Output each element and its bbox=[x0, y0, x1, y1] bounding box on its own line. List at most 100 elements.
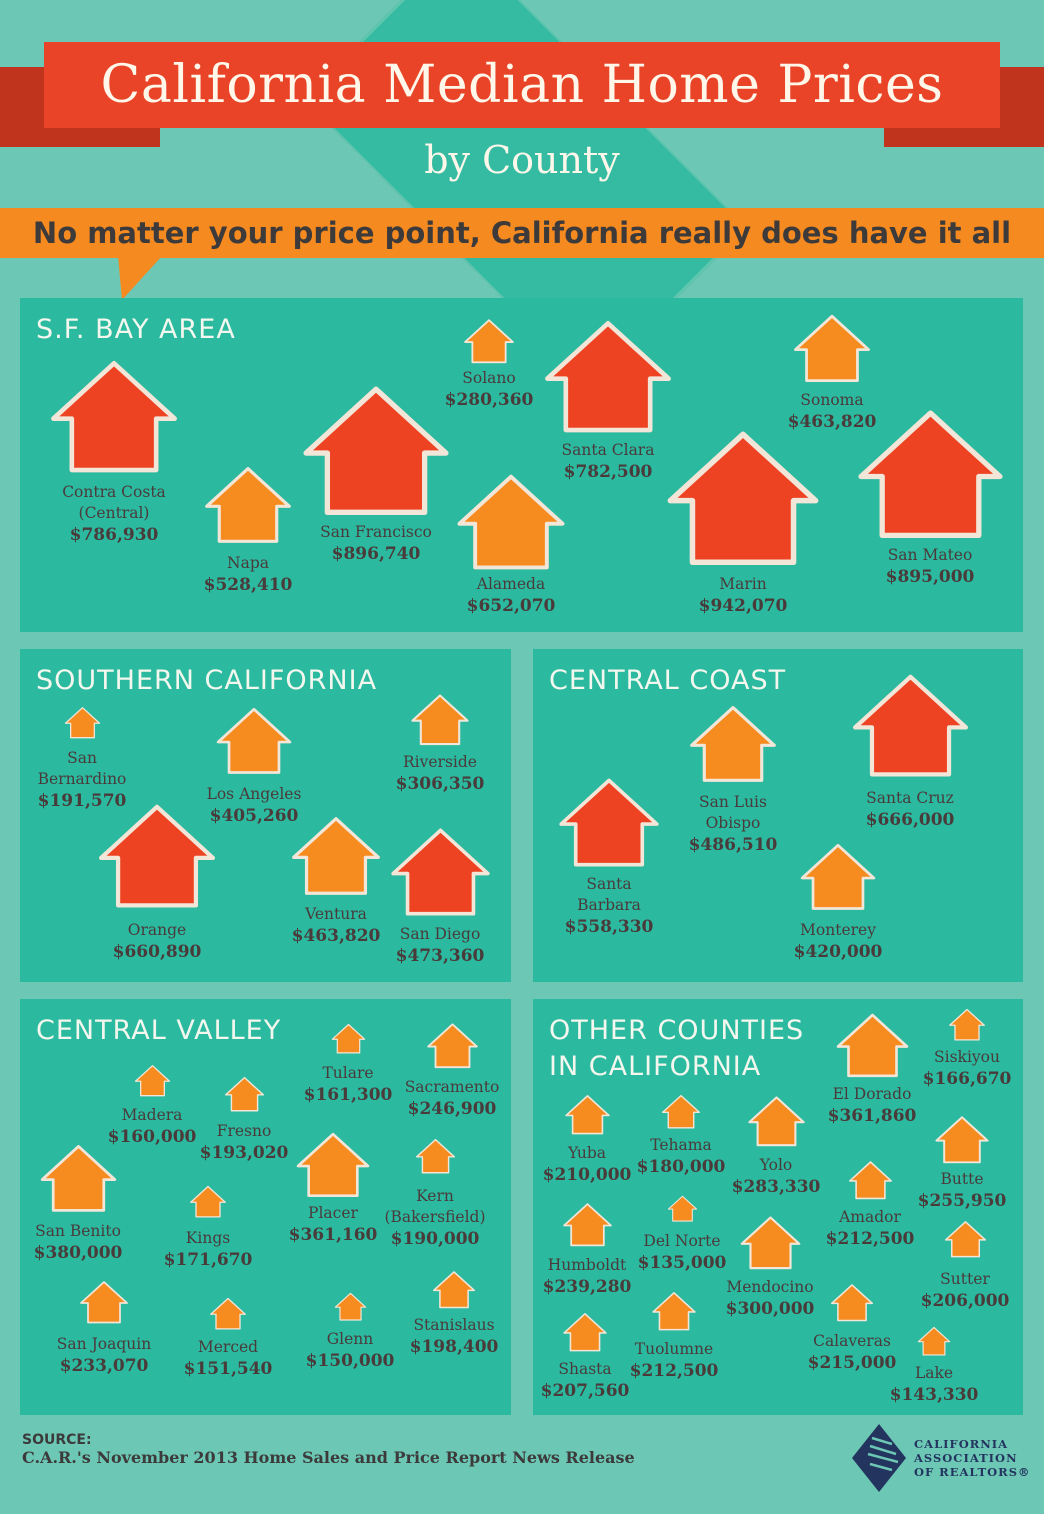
county-price: $558,330 bbox=[564, 917, 654, 937]
house-icon bbox=[662, 1094, 700, 1129]
region-title-line: OTHER COUNTIES bbox=[549, 1015, 805, 1046]
house-icon bbox=[98, 804, 216, 908]
county-name: Solano bbox=[462, 369, 516, 387]
house-icon bbox=[64, 707, 100, 739]
county-name: Santa Cruz bbox=[866, 789, 954, 807]
region-title-line: CENTRAL VALLEY bbox=[36, 1015, 282, 1046]
county-label: Kings $171,670 bbox=[128, 1228, 288, 1271]
house-icon bbox=[292, 817, 380, 895]
county-label: Siskiyou $166,670 bbox=[887, 1047, 1044, 1090]
county-label: Tehama $180,000 bbox=[601, 1135, 761, 1178]
region-title-line: CENTRAL COAST bbox=[549, 665, 787, 696]
county-name: Lake bbox=[914, 1364, 954, 1382]
house-icon bbox=[740, 1216, 800, 1270]
county-label: Sacramento $246,900 bbox=[372, 1077, 532, 1120]
county-label: Santa Barbara $558,330 bbox=[529, 874, 689, 938]
house-icon bbox=[390, 828, 490, 916]
house-icon bbox=[205, 467, 291, 543]
county-price: $198,400 bbox=[409, 1337, 499, 1357]
county-price: $652,070 bbox=[466, 596, 556, 616]
county-label: Orange $660,890 bbox=[77, 920, 237, 963]
house-icon bbox=[836, 1013, 908, 1078]
county-label: Santa Clara $782,500 bbox=[528, 440, 688, 483]
county-price: $666,000 bbox=[865, 810, 955, 830]
house-icon bbox=[432, 1271, 476, 1309]
county-label: Kern (Bakersfield) $190,000 bbox=[355, 1186, 515, 1250]
county-name: Del Norte bbox=[643, 1232, 721, 1250]
county-name: San Francisco bbox=[320, 523, 432, 541]
county-label: Merced $151,540 bbox=[148, 1337, 308, 1380]
house-icon bbox=[415, 1138, 455, 1174]
county-label: Tulare $161,300 bbox=[268, 1063, 428, 1106]
house-icon bbox=[564, 1095, 610, 1135]
county-price: $255,950 bbox=[917, 1191, 1007, 1211]
county-label: El Dorado $361,860 bbox=[792, 1084, 952, 1127]
county-name: Sonoma bbox=[800, 391, 864, 409]
county-name: Yuba bbox=[567, 1144, 607, 1162]
region-title: OTHER COUNTIES IN CALIFORNIA bbox=[549, 1013, 804, 1085]
county-label: San Luis Obispo $486,510 bbox=[653, 792, 813, 856]
county-price: $786,930 bbox=[69, 525, 159, 545]
county-label: Yuba $210,000 bbox=[507, 1143, 667, 1186]
house-icon bbox=[303, 386, 449, 515]
house-icon bbox=[800, 843, 876, 910]
county-label: San Francisco $896,740 bbox=[296, 522, 456, 565]
county-label: San Joaquin $233,070 bbox=[24, 1334, 184, 1377]
county-name: San Diego bbox=[399, 925, 481, 943]
county-name: San bbox=[67, 749, 97, 767]
county-price: $306,350 bbox=[395, 774, 485, 794]
house-icon bbox=[747, 1096, 805, 1147]
county-label: Amador $212,500 bbox=[790, 1207, 950, 1250]
logo-line-3: OF REALTORS® bbox=[914, 1465, 1031, 1479]
county-name: San Luis bbox=[699, 793, 767, 811]
county-label: Butte $255,950 bbox=[882, 1169, 1042, 1212]
house-icon bbox=[667, 431, 819, 566]
county-label: Los Angeles $405,260 bbox=[174, 784, 334, 827]
county-price: $660,890 bbox=[112, 942, 202, 962]
house-icon bbox=[464, 319, 514, 364]
house-icon bbox=[949, 1008, 985, 1041]
county-name: Tehama bbox=[650, 1136, 712, 1154]
region-title: S.F. BAY AREA bbox=[36, 312, 236, 348]
county-label: Fresno $193,020 bbox=[164, 1121, 324, 1164]
house-icon bbox=[331, 1023, 365, 1054]
source-heading: SOURCE: bbox=[22, 1432, 92, 1448]
house-icon bbox=[652, 1292, 696, 1331]
county-price: $171,670 bbox=[163, 1250, 253, 1270]
county-label: San Diego $473,360 bbox=[360, 924, 520, 967]
county-price: $151,540 bbox=[183, 1359, 273, 1379]
house-icon bbox=[134, 1065, 170, 1097]
county-price: $212,500 bbox=[825, 1229, 915, 1249]
region-title: CENTRAL VALLEY bbox=[36, 1013, 281, 1049]
house-icon bbox=[224, 1076, 264, 1112]
county-price: $215,000 bbox=[807, 1353, 897, 1373]
region-title-line: IN CALIFORNIA bbox=[549, 1051, 762, 1082]
county-name: Kings bbox=[185, 1229, 231, 1247]
county-price: $896,740 bbox=[331, 544, 421, 564]
house-icon bbox=[830, 1284, 874, 1322]
county-label: Sonoma $463,820 bbox=[752, 390, 912, 433]
county-label: Glenn $150,000 bbox=[270, 1329, 430, 1372]
county-price: $239,280 bbox=[542, 1277, 632, 1297]
county-price: $193,020 bbox=[199, 1143, 289, 1163]
house-icon bbox=[848, 1161, 892, 1200]
county-name: Sutter bbox=[940, 1270, 990, 1288]
region-title-line: S.F. BAY AREA bbox=[36, 314, 236, 345]
county-name: Barbara bbox=[577, 896, 641, 914]
county-price: $361,860 bbox=[827, 1106, 917, 1126]
county-name: San Mateo bbox=[887, 546, 973, 564]
county-label: Solano $280,360 bbox=[409, 368, 569, 411]
source-text: C.A.R.'s November 2013 Home Sales and Pr… bbox=[22, 1448, 635, 1467]
house-icon bbox=[334, 1292, 366, 1321]
county-label: Placer $361,160 bbox=[253, 1203, 413, 1246]
county-name: Riverside bbox=[403, 753, 477, 771]
county-price: $380,000 bbox=[33, 1243, 123, 1263]
county-name: Amador bbox=[839, 1208, 901, 1226]
car-logo-icon bbox=[852, 1424, 906, 1492]
county-label: Humboldt $239,280 bbox=[507, 1255, 667, 1298]
county-label: Napa $528,410 bbox=[168, 553, 328, 596]
county-name: Madera bbox=[121, 1106, 183, 1124]
county-name: Napa bbox=[227, 554, 269, 572]
house-icon bbox=[690, 706, 776, 782]
county-price: $782,500 bbox=[563, 462, 653, 482]
